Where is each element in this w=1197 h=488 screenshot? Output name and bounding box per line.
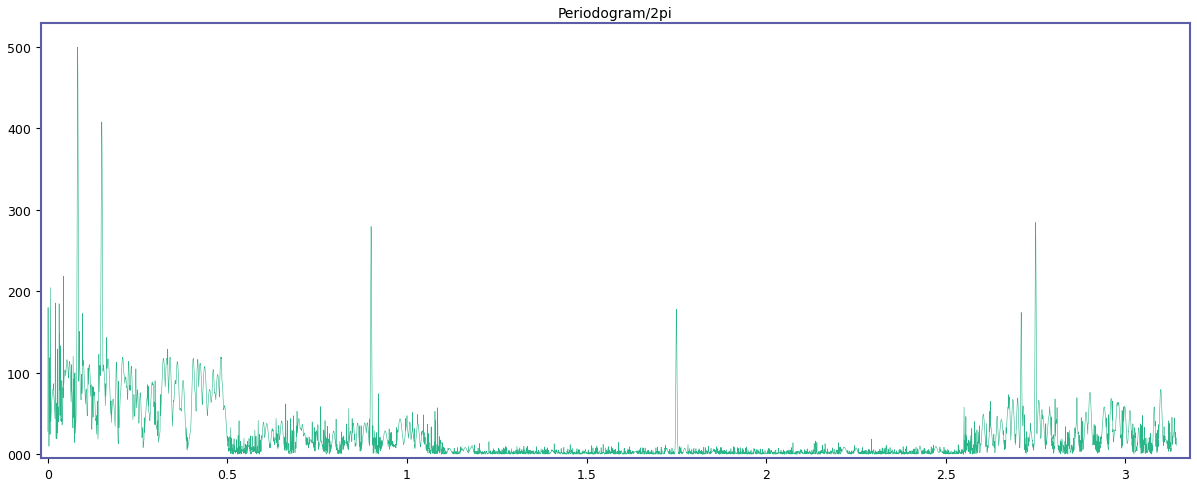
Title: Periodogram/2pi: Periodogram/2pi	[558, 7, 673, 21]
